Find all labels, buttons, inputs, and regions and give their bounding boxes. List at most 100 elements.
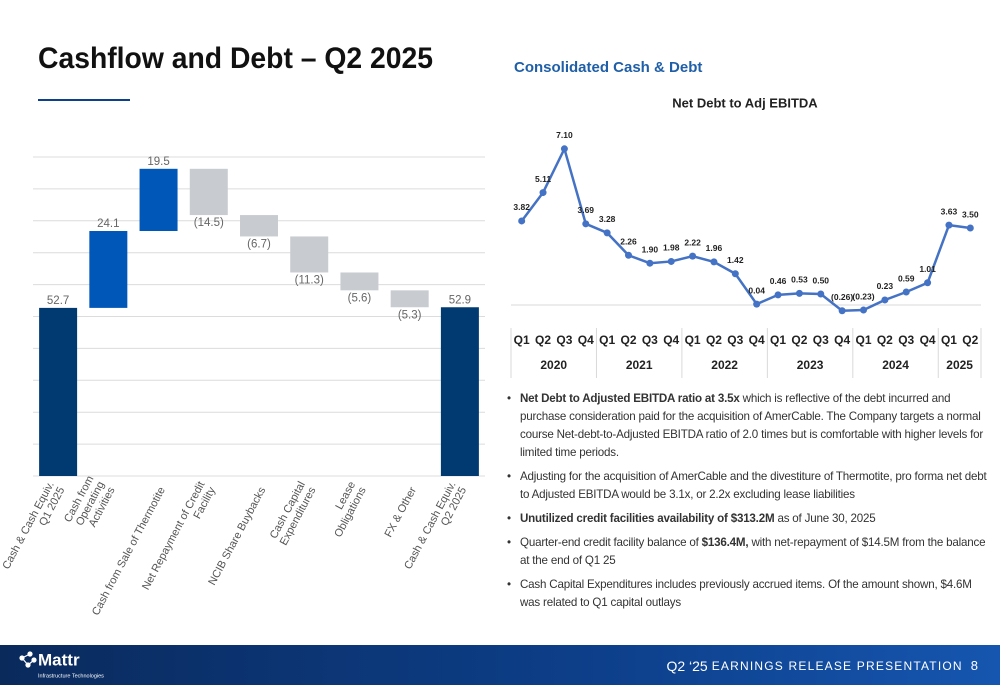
data-label: 1.96 bbox=[706, 243, 723, 253]
data-label: 2.26 bbox=[620, 237, 637, 247]
x-tick-label: Q1 bbox=[514, 333, 530, 347]
bullet-text: Adjusting for the acquisition of AmerCab… bbox=[520, 470, 987, 501]
x-tick-label: NCIB Share Buybacks bbox=[206, 485, 268, 588]
bullet: Quarter-end credit facility balance of $… bbox=[507, 534, 990, 570]
data-label: (0.26) bbox=[831, 292, 853, 302]
data-label: 0.46 bbox=[770, 276, 787, 286]
x-tick-label: Cash CapitalExpenditures bbox=[267, 479, 319, 547]
line-chart-title: Net Debt to Adj EBITDA bbox=[672, 95, 818, 110]
waterfall-bar bbox=[240, 215, 278, 237]
data-label: 1.01 bbox=[919, 264, 936, 274]
data-label: 3.63 bbox=[941, 206, 958, 216]
data-label: (0.23) bbox=[852, 291, 874, 301]
bullet-text: Cash Capital Expenditures includes previ… bbox=[520, 578, 972, 609]
section-subtitle: Consolidated Cash & Debt bbox=[514, 59, 702, 76]
data-label: 3.69 bbox=[577, 205, 594, 215]
data-label: (6.7) bbox=[247, 238, 271, 250]
footer-label: EARNINGS RELEASE PRESENTATION bbox=[712, 659, 963, 673]
data-point bbox=[710, 258, 718, 266]
x-tick-label: Q3 bbox=[642, 333, 658, 347]
x-tick-label: Q4 bbox=[578, 333, 594, 347]
x-tick-label: Q4 bbox=[834, 333, 850, 347]
x-tick-label: Q3 bbox=[813, 333, 829, 347]
x-tick-label: Q2 bbox=[620, 333, 636, 347]
data-label: 1.90 bbox=[642, 244, 659, 254]
x-group-label: 2020 bbox=[540, 358, 567, 372]
bullet-text: with net-repayment of $14.5M from the ba… bbox=[520, 536, 986, 567]
data-label: 3.50 bbox=[962, 209, 979, 219]
x-tick-label: Q1 bbox=[855, 333, 871, 347]
data-point bbox=[582, 220, 590, 228]
x-tick-label: Q2 bbox=[877, 333, 893, 347]
data-label: 0.04 bbox=[748, 285, 765, 295]
x-tick-label: Cash & Cash Equiv.Q1 2025 bbox=[0, 480, 67, 577]
logo-icon bbox=[19, 651, 37, 668]
x-group-label: 2021 bbox=[626, 358, 653, 372]
waterfall-bar bbox=[440, 307, 479, 476]
data-label: 0.59 bbox=[898, 273, 915, 283]
x-tick-label: Q2 bbox=[962, 333, 978, 347]
waterfall-bar bbox=[340, 272, 379, 291]
data-label: 19.5 bbox=[147, 156, 169, 168]
data-point bbox=[838, 307, 846, 315]
bullet: Adjusting for the acquisition of AmerCab… bbox=[507, 468, 990, 504]
data-point bbox=[881, 296, 889, 304]
data-point bbox=[924, 279, 932, 287]
bullet: Unutilized credit facilities availabilit… bbox=[507, 510, 990, 528]
x-tick-label: Q3 bbox=[556, 333, 572, 347]
data-label: 1.42 bbox=[727, 255, 744, 265]
data-point bbox=[817, 290, 825, 298]
bullet: Net Debt to Adjusted EBITDA ratio at 3.5… bbox=[507, 390, 990, 462]
data-point bbox=[667, 257, 675, 265]
data-label: 1.98 bbox=[663, 243, 680, 253]
data-point bbox=[795, 289, 803, 297]
data-label: 5.11 bbox=[535, 174, 551, 184]
bullet-list: Net Debt to Adjusted EBITDA ratio at 3.5… bbox=[506, 390, 990, 618]
logo-text: Mattr bbox=[38, 650, 80, 669]
data-point bbox=[539, 189, 547, 197]
logo-subtext: Infrastructure Technologies bbox=[38, 673, 104, 679]
x-tick-label: Q2 bbox=[535, 333, 551, 347]
data-label: 0.23 bbox=[877, 281, 894, 291]
x-tick-label: Q3 bbox=[898, 333, 914, 347]
x-tick-label: LeaseObligations bbox=[322, 479, 369, 539]
data-label: 3.82 bbox=[513, 202, 530, 212]
waterfall-bar bbox=[39, 307, 78, 476]
data-point bbox=[902, 288, 910, 296]
data-label: 0.50 bbox=[812, 275, 829, 285]
x-tick-label: Q1 bbox=[770, 333, 786, 347]
data-label: (11.3) bbox=[295, 275, 324, 287]
x-tick-label: Q4 bbox=[749, 333, 765, 347]
footer-period: Q2 ‘25 bbox=[666, 658, 707, 674]
page-number: 8 bbox=[971, 658, 978, 673]
x-group-label: 2025 bbox=[946, 358, 973, 372]
data-label: 3.28 bbox=[599, 214, 616, 224]
data-point bbox=[625, 251, 632, 259]
footer-text: Q2 ‘25 EARNINGS RELEASE PRESENTATION 8 bbox=[666, 658, 978, 674]
bullet-text-bold: $136.4M, bbox=[701, 536, 749, 549]
x-tick-label: Q1 bbox=[599, 333, 615, 347]
waterfall-bar bbox=[189, 168, 228, 216]
data-point bbox=[753, 300, 761, 308]
data-point bbox=[860, 306, 867, 314]
data-point bbox=[731, 270, 739, 278]
x-tick-label: Q3 bbox=[727, 333, 743, 347]
data-label: (5.3) bbox=[398, 309, 422, 321]
data-label: 24.1 bbox=[97, 218, 119, 230]
data-point bbox=[689, 252, 697, 260]
x-group-label: 2022 bbox=[711, 358, 738, 372]
bullet-text: as of June 30, 2025 bbox=[774, 512, 876, 525]
waterfall-bar bbox=[290, 236, 329, 273]
footer-bar bbox=[0, 645, 1000, 685]
slide-title: Cashflow and Debt – Q2 2025 bbox=[38, 42, 433, 75]
data-label: 0.53 bbox=[791, 275, 808, 285]
x-tick-label: Cash fromOperatingActivities bbox=[62, 473, 118, 535]
data-label: 52.9 bbox=[449, 294, 471, 306]
x-tick-label: FX & Other bbox=[382, 485, 419, 540]
waterfall-bar bbox=[390, 290, 429, 308]
x-tick-label: Q4 bbox=[663, 333, 679, 347]
data-point bbox=[518, 217, 526, 225]
data-point bbox=[646, 259, 654, 267]
